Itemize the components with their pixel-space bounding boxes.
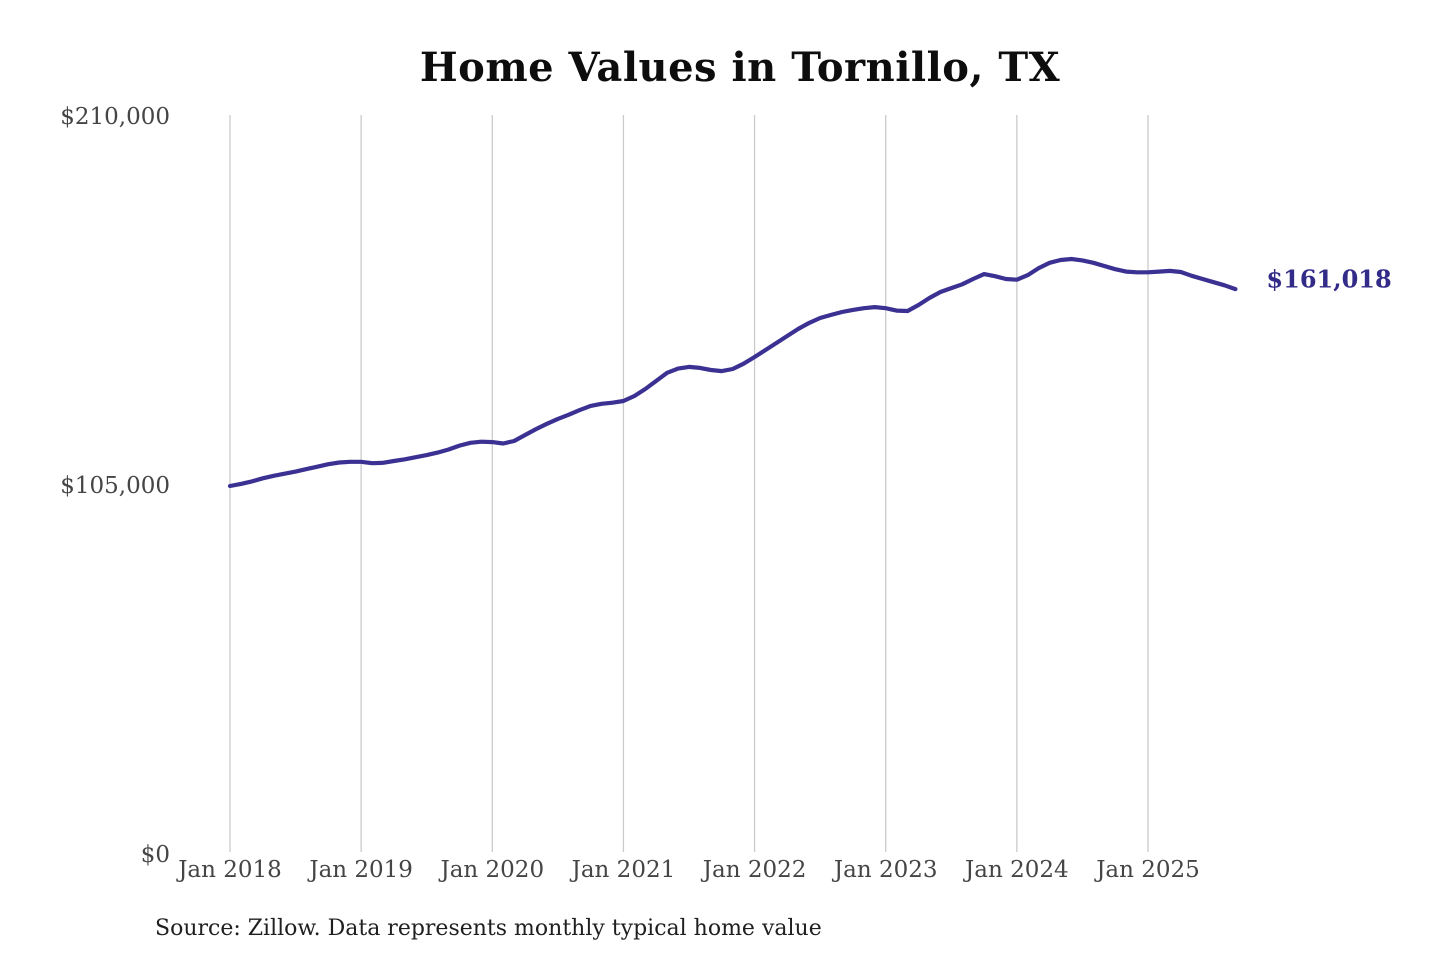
x-axis-tick-label: Jan 2025 bbox=[1096, 857, 1200, 883]
source-note: Source: Zillow. Data represents monthly … bbox=[155, 916, 822, 941]
x-axis-tick-label: Jan 2019 bbox=[309, 857, 413, 883]
y-axis-tick-label: $0 bbox=[140, 842, 170, 868]
x-axis-tick-label: Jan 2021 bbox=[571, 857, 676, 883]
x-axis-tick-label: Jan 2020 bbox=[440, 857, 545, 883]
x-axis-tick-label: Jan 2022 bbox=[702, 857, 807, 883]
x-axis-tick-label: Jan 2024 bbox=[965, 857, 1069, 883]
chart-title: Home Values in Tornillo, TX bbox=[419, 44, 1061, 91]
latest-value-label: $161,018 bbox=[1266, 264, 1392, 294]
x-axis-tick-label: Jan 2023 bbox=[833, 857, 938, 883]
home-value-line-series bbox=[227, 256, 1238, 489]
y-axis-tick-label: $105,000 bbox=[60, 473, 170, 499]
x-axis-tick-label: Jan 2018 bbox=[178, 857, 282, 883]
y-axis-tick-label: $210,000 bbox=[60, 104, 170, 130]
